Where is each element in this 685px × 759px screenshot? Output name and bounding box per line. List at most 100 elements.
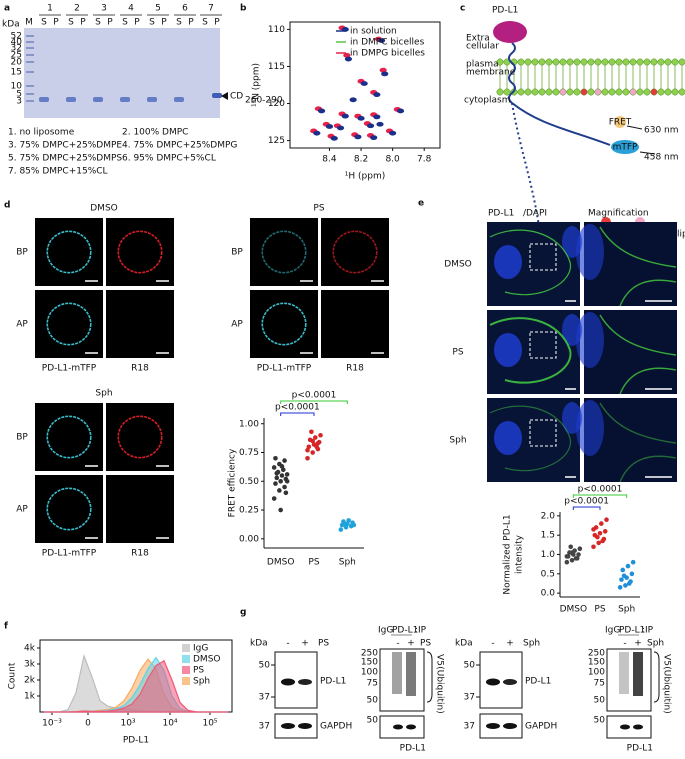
- panel-label: d: [4, 201, 10, 211]
- lipid-head: [587, 58, 595, 66]
- lipid-head: [496, 88, 504, 96]
- legend-swatch: [182, 677, 190, 685]
- y-tick-label: 2k: [24, 676, 36, 686]
- lipid-head: [552, 58, 560, 66]
- micrograph: [35, 475, 103, 543]
- peak: [360, 81, 368, 86]
- legend-label: Sph: [193, 677, 210, 687]
- lane-header: P: [53, 18, 59, 28]
- x-tick-label: 10⁻³: [42, 719, 62, 729]
- band: [486, 678, 500, 686]
- lipid-head: [636, 58, 644, 66]
- lipid-head: [559, 58, 567, 66]
- micrograph: [106, 403, 174, 471]
- blot: [274, 651, 318, 709]
- lane-number: 6: [182, 4, 188, 14]
- target-label: V5: [662, 654, 672, 666]
- band: [620, 724, 630, 730]
- x-axis-label: PD-L1: [123, 736, 149, 746]
- nucleus: [576, 224, 604, 280]
- y-axis-label: Normalized PD-L1: [503, 514, 513, 594]
- lane-sign: -: [286, 639, 289, 649]
- peak: [373, 114, 381, 120]
- data-point: [279, 464, 285, 469]
- lane-sign: -: [623, 639, 626, 649]
- y-axis-label: intensity: [515, 534, 525, 574]
- zoom-box: [529, 331, 557, 359]
- pd-l1-domain: [493, 21, 527, 43]
- peak: [370, 135, 378, 141]
- data-point: [626, 581, 632, 586]
- smear: [406, 652, 416, 696]
- legend-label: in DMPG bicelles: [350, 49, 425, 59]
- marker-label: 50: [464, 661, 476, 671]
- lipid-head: [524, 58, 532, 66]
- marker-label: 37: [464, 693, 475, 703]
- micrograph: [321, 218, 389, 286]
- data-point: [273, 455, 278, 461]
- data-point: [620, 567, 626, 573]
- ip-label: IgG: [378, 626, 393, 636]
- gel: [24, 28, 220, 118]
- legend-item: 3. 75% DMPC+25%DMPE: [8, 141, 122, 151]
- lane-header: P: [161, 18, 167, 28]
- marker-label: 37: [464, 722, 475, 732]
- y-tick-label: 0.00: [239, 534, 259, 544]
- legend-item: 1. no liposome: [8, 128, 75, 138]
- gel-band: [147, 97, 157, 102]
- lipid-head: [664, 88, 672, 96]
- micrograph: [35, 403, 103, 471]
- data-point: [343, 524, 349, 530]
- panel-label: g: [240, 608, 246, 618]
- peak: [357, 115, 365, 121]
- nucleus: [494, 421, 522, 455]
- marker-label: 37: [259, 693, 270, 703]
- excitation-arrow: [639, 151, 656, 155]
- legend-label: IgG: [193, 644, 208, 654]
- treatment: PS: [420, 639, 431, 649]
- lane-number: 4: [128, 4, 134, 14]
- x-tick-label: 10⁵: [202, 719, 217, 729]
- gel-band: [66, 97, 76, 102]
- peak: [330, 135, 338, 141]
- cell-outline: [117, 230, 163, 274]
- unit-label: kDa: [2, 20, 20, 30]
- membrane-stain: [489, 317, 572, 384]
- group-title: DMSO: [90, 204, 118, 214]
- peak: [354, 134, 362, 140]
- lipid-head: [552, 88, 560, 96]
- column-label: PD-L1-mTFP: [42, 364, 97, 374]
- data-point: [315, 441, 321, 446]
- y-tick-label: 0.25: [239, 506, 259, 516]
- y-tick-label: 0.50: [239, 477, 259, 487]
- data-point: [596, 540, 601, 546]
- lane-number: 7: [208, 4, 214, 14]
- data-point: [279, 473, 285, 478]
- group-title: PS: [313, 204, 324, 214]
- cell-outline: [46, 487, 92, 531]
- cell-outline: [46, 230, 92, 274]
- smear: [633, 652, 643, 696]
- lane-sign: +: [634, 639, 642, 649]
- sig-bracket: [280, 412, 315, 416]
- lipid-head: [643, 58, 651, 66]
- marker-label: 50: [367, 696, 379, 706]
- row-label: BP: [16, 248, 28, 258]
- y-tick-label: 1.0: [541, 550, 556, 560]
- data-point: [600, 538, 605, 544]
- lipid-head: [678, 88, 685, 96]
- lane-sign: +: [506, 639, 514, 649]
- ip-label: IgG: [605, 626, 620, 636]
- lane-sign: -: [396, 639, 399, 649]
- data-point: [602, 529, 608, 534]
- pd-l1-helix: [508, 42, 516, 104]
- lane-header: S: [202, 18, 208, 28]
- marker-label: 150: [361, 658, 378, 668]
- data-point: [277, 488, 282, 493]
- panel-label: f: [4, 622, 8, 632]
- legend-label: in solution: [350, 27, 397, 37]
- lipid-head: [594, 58, 602, 66]
- target-label: PD-L1: [525, 677, 551, 687]
- sig-bracket: [280, 400, 348, 404]
- micrograph: [106, 218, 174, 286]
